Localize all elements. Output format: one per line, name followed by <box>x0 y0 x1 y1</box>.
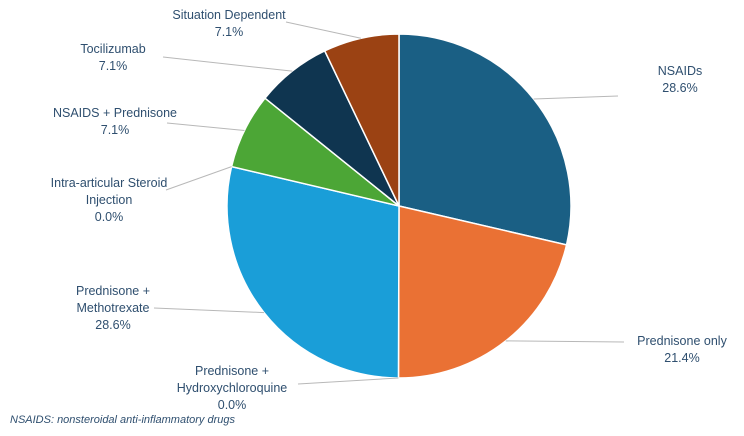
slice-value-label-5: 7.1% <box>101 123 130 137</box>
slice-value-label-0: 28.6% <box>662 81 697 95</box>
pie-labels: NSAIDs 28.6% Prednisone only 21.4% Prednison… <box>51 8 728 412</box>
pie-slice-7 <box>323 33 400 207</box>
slice-value-label-7: 7.1% <box>215 25 244 39</box>
pie-slice-3 <box>226 165 400 379</box>
leader-line-2 <box>297 377 399 385</box>
slice-category-label-0: NSAIDs <box>658 64 702 78</box>
slice-category-label-3: Prednisone + <box>76 284 150 298</box>
slice-category-label-2: Hydroxychloroquine <box>177 381 288 395</box>
leader-line-6 <box>162 56 293 72</box>
footnote: NSAIDS: nonsteroidal anti-inflammatory d… <box>10 414 235 426</box>
slice-category-label-3: Methotrexate <box>77 301 150 315</box>
slice-value-label-3: 28.6% <box>95 318 130 332</box>
slice-category-label-5: NSAIDS + Prednisone <box>53 106 177 120</box>
leader-line-5 <box>166 122 245 131</box>
slice-value-label-4: 0.0% <box>95 210 124 224</box>
leader-line-7 <box>285 21 362 39</box>
slice-value-label-1: 21.4% <box>664 351 699 365</box>
slice-value-label-6: 7.1% <box>99 59 128 73</box>
slice-value-label-2: 0.0% <box>218 398 247 412</box>
slice-category-label-4: Intra-articular Steroid <box>51 176 168 190</box>
slice-category-label-6: Tocilizumab <box>80 42 145 56</box>
pie-slice-1 <box>397 205 568 379</box>
pie-slice-0 <box>398 33 572 246</box>
slice-category-label-1: Prednisone only <box>637 334 727 348</box>
leader-line-1 <box>505 340 625 343</box>
slice-category-label-2: Prednisone + <box>195 364 269 378</box>
slice-category-label-7: Situation Dependent <box>172 8 286 22</box>
leader-line-0 <box>533 95 619 100</box>
leader-line-3 <box>153 307 265 314</box>
slice-category-label-4: Injection <box>86 193 133 207</box>
pie-slices <box>226 33 572 379</box>
leader-line-4 <box>165 166 232 191</box>
